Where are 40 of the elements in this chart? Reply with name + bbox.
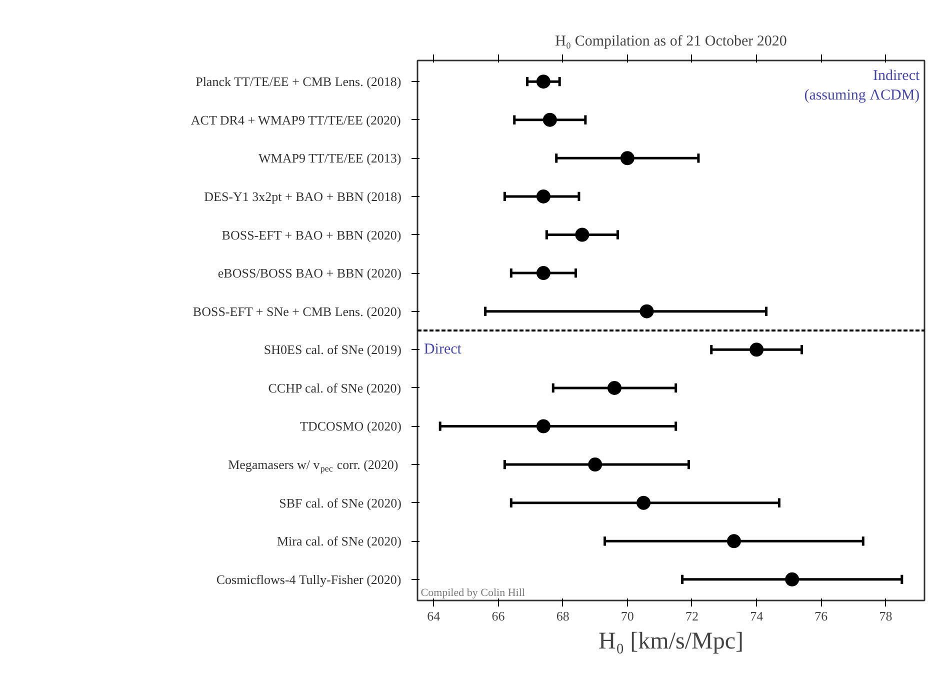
y-tick-label: BOSS-EFT + BAO + BBN (2020) — [222, 227, 402, 242]
x-tick-label: 70 — [620, 608, 634, 624]
point — [636, 496, 651, 510]
x-tick-label: 64 — [427, 608, 441, 624]
x-tick-label: 72 — [685, 608, 698, 624]
point — [726, 534, 741, 548]
point — [542, 112, 557, 127]
point — [536, 74, 550, 89]
y-tick-label: CCHP cal. of SNe (2020) — [268, 380, 402, 396]
point — [750, 342, 764, 357]
annotation: Indirect (assuming ΛCDM) — [804, 68, 920, 104]
y-tick-label: eBOSS/BOSS BAO + BBN (2020) — [218, 266, 402, 281]
point — [620, 151, 634, 166]
point — [785, 572, 800, 586]
point — [607, 380, 622, 395]
y-tick-label: SH0ES cal. of SNe (2019) — [264, 342, 402, 358]
annotation: Direct — [424, 342, 462, 358]
annotation: Compiled by Colin Hill — [420, 586, 525, 599]
x-axis-title: H₀ [km/s/Mpc] — [598, 628, 744, 654]
x-tick-label: 76 — [814, 608, 828, 624]
x-tick-label: 74 — [750, 608, 764, 624]
point — [536, 266, 550, 280]
x-tick-label: 68 — [556, 608, 570, 624]
y-tick-label: ACT DR4 + WMAP9 TT/TE/EE (2020) — [190, 112, 401, 128]
point — [536, 419, 550, 434]
y-tick-label: Planck TT/TE/EE + CMB Lens. (2018) — [196, 74, 402, 90]
point — [640, 304, 654, 318]
x-tick-label: 66 — [492, 608, 506, 624]
y-tick-label: Cosmicflows-4 Tully-Fisher (2020) — [216, 572, 402, 587]
y-tick-label: WMAP9 TT/TE/EE (2013) — [258, 150, 402, 166]
y-tick-label: Mira cal. of SNe (2020) — [276, 534, 402, 549]
y-tick-label: TDCOSMO (2020) — [300, 418, 402, 434]
point — [588, 458, 602, 472]
chart-title: H₀ Compilation as of 21 October 2020 — [555, 34, 787, 50]
point — [536, 189, 550, 204]
y-tick-label: BOSS-EFT + SNe + CMB Lens. (2020) — [192, 304, 402, 319]
y-tick-label: DES-Y1 3x2pt + BAO + BBN (2018) — [204, 188, 402, 204]
y-tick-label: SBF cal. of SNe (2020) — [279, 495, 402, 510]
point — [575, 228, 590, 242]
x-tick-label: 78 — [879, 608, 892, 624]
